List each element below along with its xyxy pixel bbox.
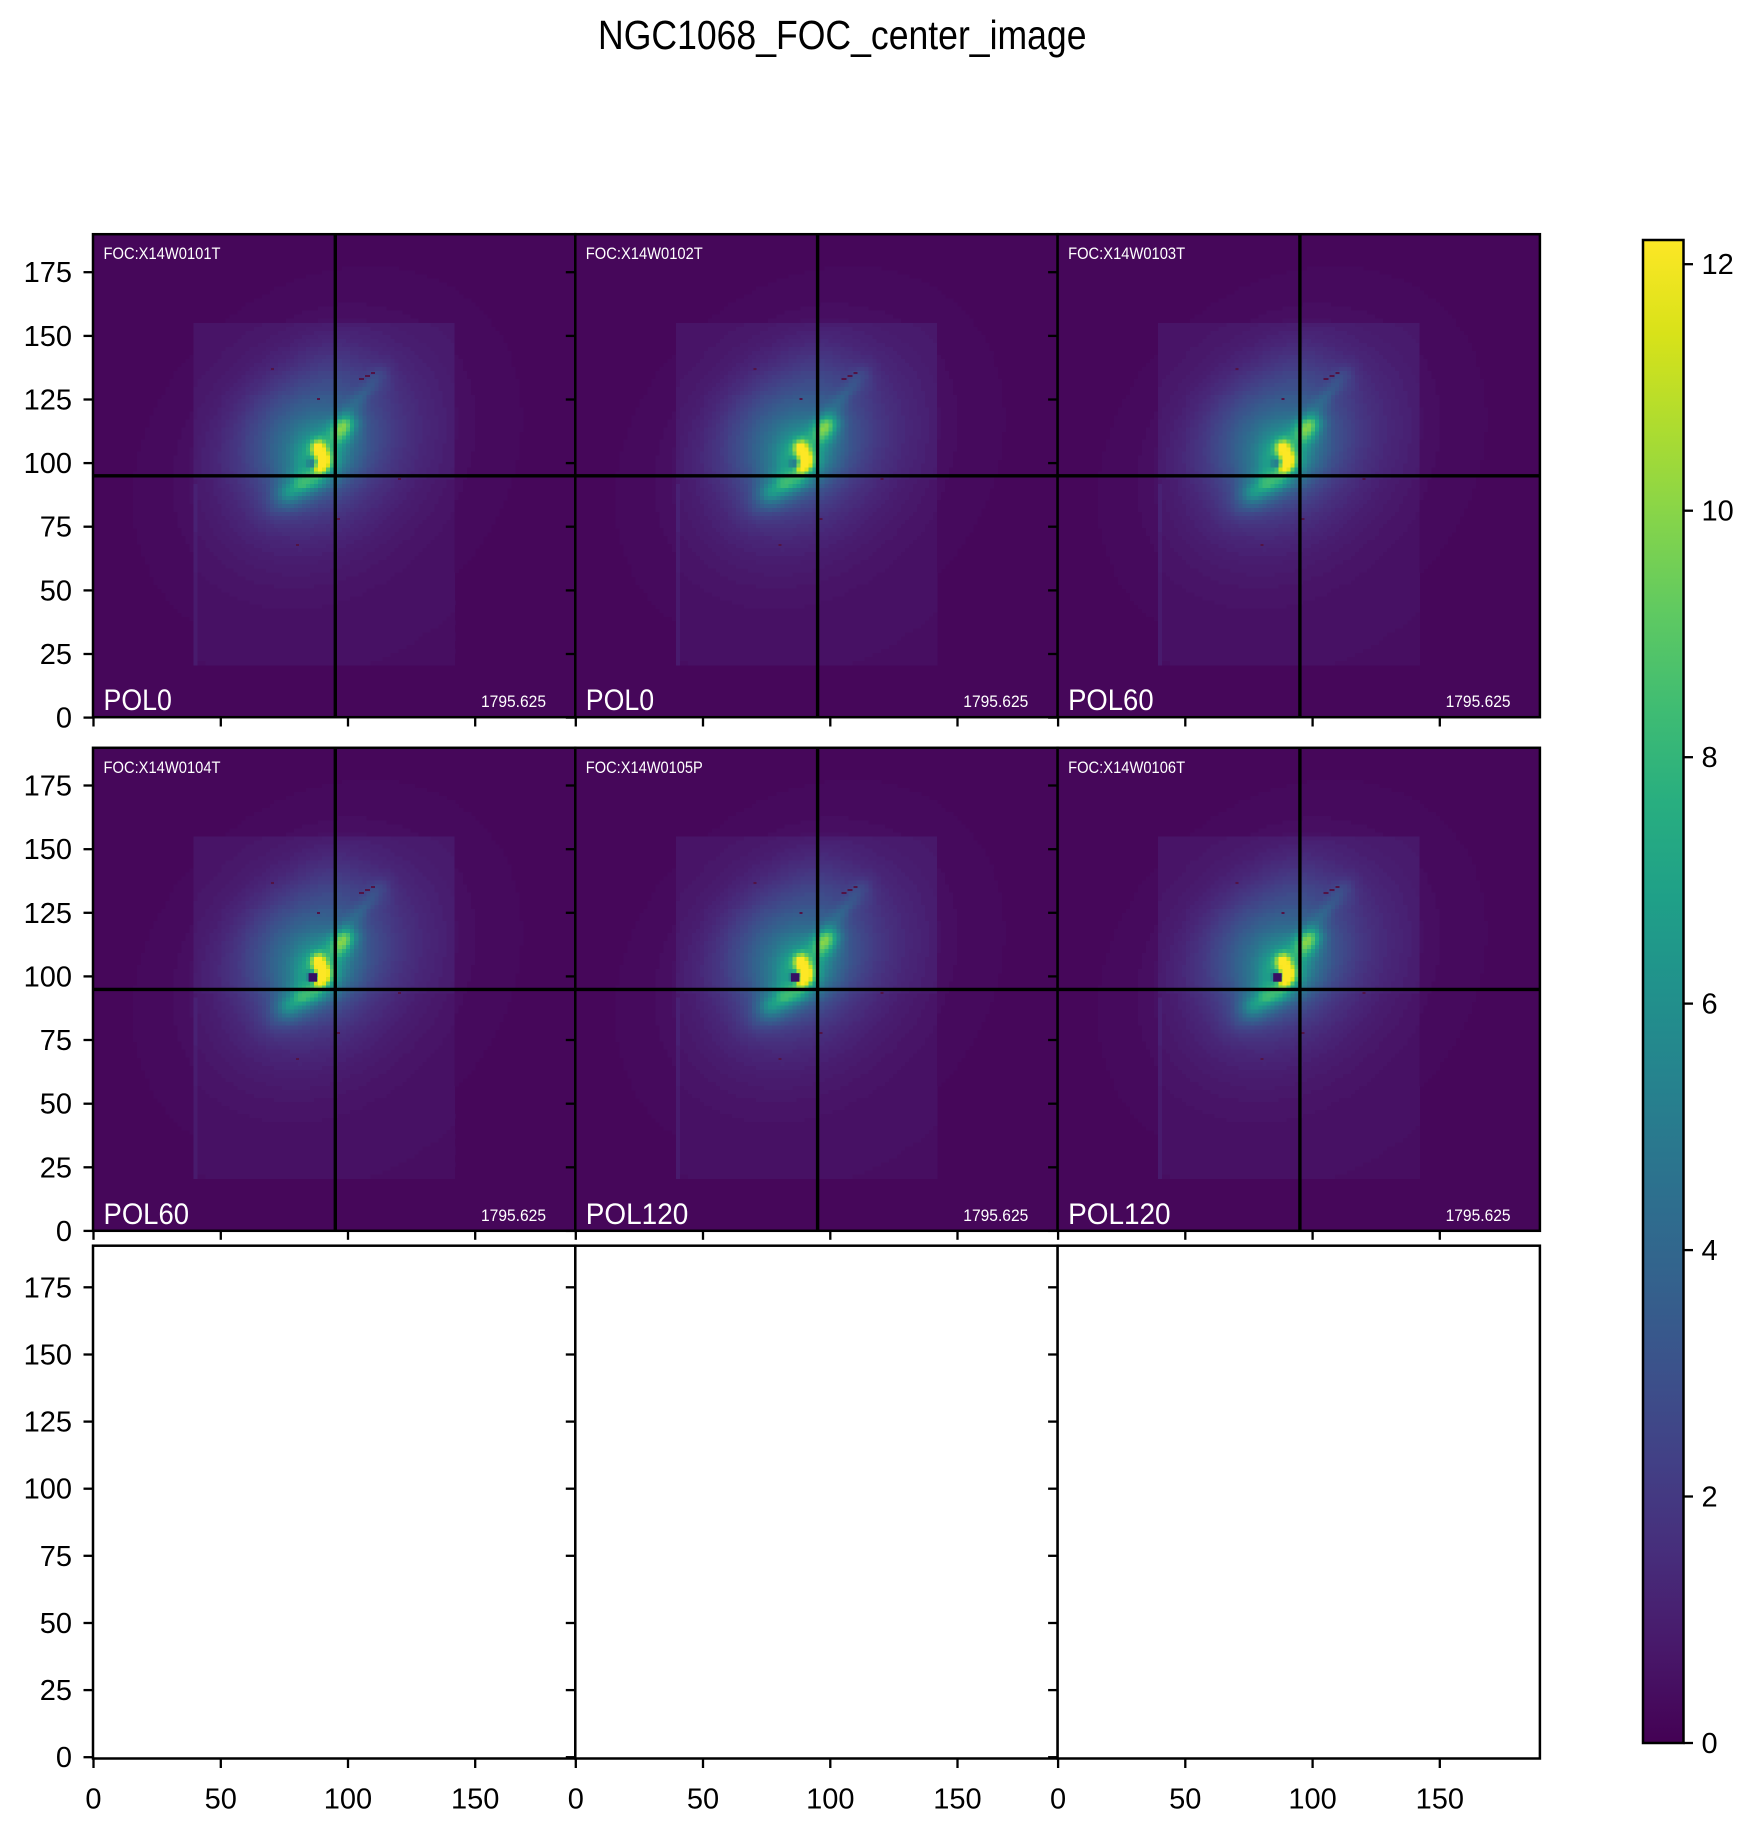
svg-text:FOC:X14W0101T: FOC:X14W0101T	[104, 244, 221, 263]
svg-text:150: 150	[933, 1784, 981, 1816]
svg-text:2: 2	[1702, 1482, 1718, 1514]
svg-text:100: 100	[24, 1474, 72, 1506]
svg-text:150: 150	[24, 321, 72, 353]
svg-text:FOC:X14W0104T: FOC:X14W0104T	[104, 758, 221, 777]
svg-text:1795.625: 1795.625	[481, 692, 546, 711]
svg-text:FOC:X14W0106T: FOC:X14W0106T	[1068, 758, 1185, 777]
svg-text:1795.625: 1795.625	[1446, 1206, 1511, 1225]
svg-text:100: 100	[24, 961, 72, 993]
svg-text:POL60: POL60	[104, 1198, 190, 1231]
svg-text:100: 100	[1288, 1784, 1336, 1816]
svg-text:175: 175	[24, 257, 72, 289]
svg-text:125: 125	[24, 385, 72, 417]
svg-text:75: 75	[40, 1025, 72, 1057]
svg-text:POL120: POL120	[586, 1198, 689, 1231]
svg-text:FOC:X14W0103T: FOC:X14W0103T	[1068, 244, 1185, 263]
svg-text:0: 0	[85, 1784, 101, 1816]
svg-text:0: 0	[56, 703, 72, 735]
svg-text:0: 0	[56, 1216, 72, 1248]
svg-text:100: 100	[24, 448, 72, 480]
svg-text:125: 125	[24, 898, 72, 930]
svg-text:150: 150	[1416, 1784, 1464, 1816]
svg-text:0: 0	[568, 1784, 584, 1816]
svg-text:POL0: POL0	[104, 684, 172, 717]
svg-text:100: 100	[324, 1784, 372, 1816]
svg-text:175: 175	[24, 1272, 72, 1304]
svg-text:8: 8	[1702, 742, 1718, 774]
svg-text:10: 10	[1702, 496, 1734, 528]
svg-text:6: 6	[1702, 989, 1718, 1021]
svg-text:50: 50	[40, 1089, 72, 1121]
svg-text:POL0: POL0	[586, 684, 654, 717]
svg-text:25: 25	[40, 1152, 72, 1184]
svg-text:125: 125	[24, 1407, 72, 1439]
svg-text:4: 4	[1702, 1235, 1718, 1267]
svg-text:1795.625: 1795.625	[963, 1206, 1028, 1225]
svg-text:POL60: POL60	[1068, 684, 1154, 717]
svg-text:POL120: POL120	[1068, 1198, 1171, 1231]
svg-text:150: 150	[24, 1340, 72, 1372]
svg-text:50: 50	[40, 1608, 72, 1640]
svg-text:25: 25	[40, 1675, 72, 1707]
svg-text:75: 75	[40, 512, 72, 544]
svg-text:50: 50	[205, 1784, 237, 1816]
svg-text:150: 150	[451, 1784, 499, 1816]
svg-text:1795.625: 1795.625	[1446, 692, 1511, 711]
svg-text:150: 150	[24, 834, 72, 866]
svg-text:0: 0	[1702, 1728, 1718, 1760]
svg-text:50: 50	[687, 1784, 719, 1816]
svg-text:1795.625: 1795.625	[963, 692, 1028, 711]
svg-text:75: 75	[40, 1541, 72, 1573]
svg-text:FOC:X14W0105P: FOC:X14W0105P	[586, 758, 703, 777]
svg-text:NGC1068_FOC_center_image: NGC1068_FOC_center_image	[598, 12, 1087, 58]
svg-text:50: 50	[40, 575, 72, 607]
svg-text:12: 12	[1702, 249, 1734, 281]
svg-text:0: 0	[56, 1742, 72, 1774]
svg-text:0: 0	[1050, 1784, 1066, 1816]
svg-text:1795.625: 1795.625	[481, 1206, 546, 1225]
svg-text:100: 100	[806, 1784, 854, 1816]
svg-text:175: 175	[24, 771, 72, 803]
svg-text:25: 25	[40, 639, 72, 671]
svg-text:FOC:X14W0102T: FOC:X14W0102T	[586, 244, 703, 263]
svg-text:50: 50	[1169, 1784, 1201, 1816]
